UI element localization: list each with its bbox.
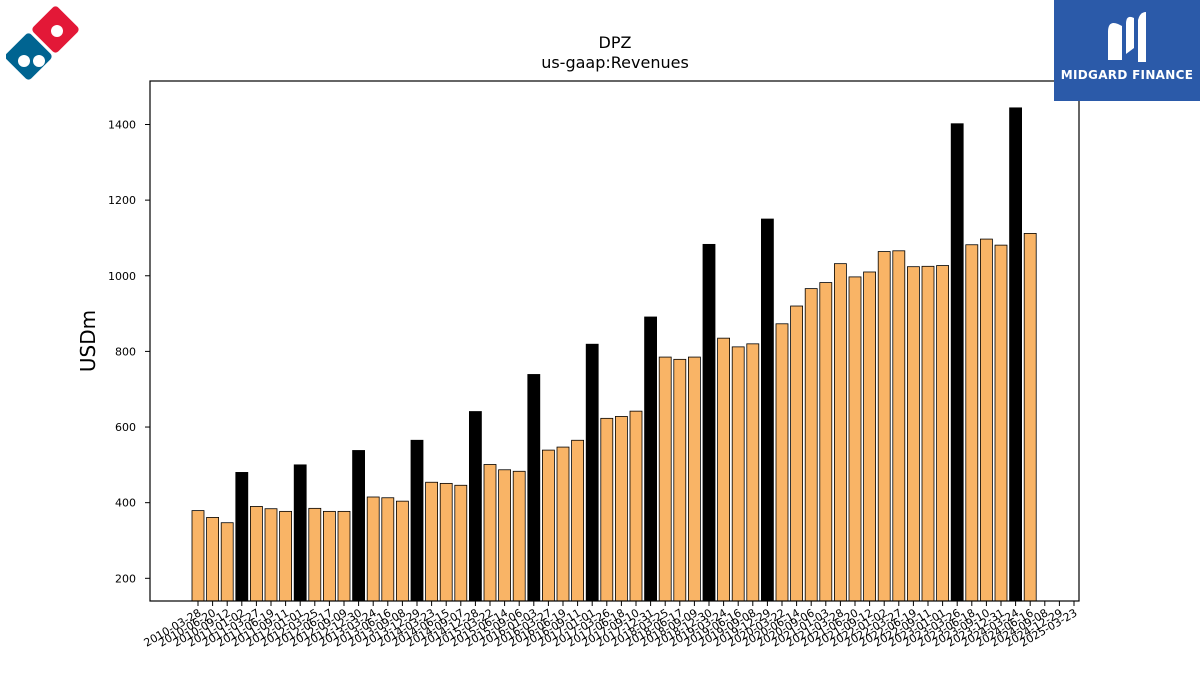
chart-subtitle: us-gaap:Revenues (541, 53, 689, 72)
bar-2018-09-09 (688, 356, 701, 602)
bar-2017-01-01 (585, 343, 599, 602)
bar-2010-06-20 (206, 517, 220, 602)
bar-2018-03-25 (658, 356, 672, 602)
y-tick-label: 1000 (108, 270, 136, 283)
bar-2018-12-30 (702, 243, 716, 602)
bar-2015-09-06 (512, 470, 526, 602)
bar-2023-12-31 (994, 244, 1008, 602)
bar-2013-09-08 (395, 500, 409, 602)
bar-2019-06-16 (731, 346, 745, 602)
bar-2021-09-12 (863, 271, 876, 602)
y-tick-label: 600 (115, 421, 136, 434)
bar-2024-06-16 (1023, 233, 1037, 602)
bar-2021-03-28 (834, 263, 847, 602)
bar-2024-03-24 (1009, 107, 1022, 602)
x-axis: 2010-03-282010-06-202010-09-122011-01-02… (142, 601, 1080, 650)
bar-2019-03-24 (717, 337, 730, 602)
bar-2010-09-12 (220, 522, 234, 602)
y-axis-label: USDm (76, 310, 100, 372)
bar-2022-01-02 (877, 251, 891, 602)
bar-2023-06-18 (965, 244, 979, 602)
bar-2023-01-01 (936, 265, 949, 602)
bar-2017-03-26 (600, 417, 614, 602)
bar-2015-06-14 (498, 469, 512, 602)
y-tick-label: 400 (115, 497, 136, 510)
bar-2011-09-11 (279, 510, 293, 602)
bar-2022-06-19 (907, 266, 920, 602)
bar-2011-03-27 (249, 506, 263, 602)
bar-2018-06-17 (673, 358, 687, 602)
bar-2020-03-22 (775, 323, 789, 602)
brand-mark-icon (1108, 12, 1146, 62)
bar-2023-03-26 (950, 123, 964, 602)
y-tick-label: 800 (115, 345, 136, 358)
bar-2021-01-03 (819, 282, 833, 602)
bar-2022-03-27 (892, 250, 906, 602)
bar-2015-03-22 (483, 464, 497, 602)
bar-2011-06-19 (264, 508, 278, 602)
bar-2014-03-23 (425, 481, 439, 602)
bar-2011-01-02 (235, 472, 249, 602)
bar-2016-01-03 (527, 374, 541, 602)
bar-2017-12-31 (644, 316, 657, 602)
bar-2012-03-25 (308, 507, 322, 602)
bar-2014-06-15 (439, 482, 453, 602)
bar-2021-06-20 (848, 276, 862, 602)
bar-2012-12-30 (352, 450, 366, 602)
bar-2016-03-27 (542, 449, 555, 602)
bar-2017-09-10 (629, 410, 643, 602)
y-tick-label: 1200 (108, 194, 136, 207)
bar-2023-09-10 (980, 238, 993, 602)
bar-2019-09-08 (746, 343, 760, 602)
y-tick-label: 1400 (108, 118, 136, 131)
bar-2012-09-09 (337, 510, 351, 602)
bar-2013-03-24 (366, 496, 380, 602)
plot-frame (149, 80, 1080, 602)
bar-2012-06-17 (322, 510, 336, 602)
y-axis: 200 400 600 800 1000 1200 1400 (108, 118, 150, 585)
bar-2017-06-18 (615, 416, 628, 602)
bar-2020-06-14 (790, 305, 803, 602)
brand-name: MIDGARD FINANCE (1060, 68, 1194, 82)
bar-2020-09-06 (804, 288, 818, 602)
bar-2019-12-29 (761, 218, 774, 602)
bars-group (191, 107, 1037, 602)
brand-logo: MIDGARD FINANCE (1054, 0, 1200, 101)
bar-2014-12-28 (468, 411, 482, 602)
bar-2014-09-07 (454, 484, 468, 602)
y-tick-label: 200 (115, 572, 136, 585)
bar-2012-01-01 (293, 464, 307, 602)
bar-2016-09-11 (571, 439, 584, 602)
bar-2010-03-28 (191, 510, 205, 602)
bar-2016-06-19 (556, 446, 570, 602)
chart-title: DPZ (599, 33, 632, 52)
bar-2013-12-29 (410, 439, 424, 602)
bar-2022-09-11 (921, 265, 935, 602)
bar-2013-06-16 (381, 497, 395, 602)
domino-logo-icon (5, 6, 86, 90)
